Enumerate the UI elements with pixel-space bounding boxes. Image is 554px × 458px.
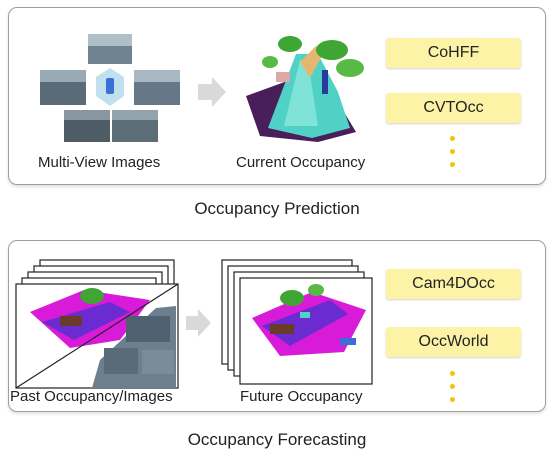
forecasting-caption: Occupancy Forecasting: [187, 430, 367, 449]
multi-view-images: [40, 34, 180, 142]
arrow-right-icon: [186, 309, 211, 337]
future-occupancy-label: Future Occupancy: [240, 388, 363, 405]
method-box-cam4docc: Cam4DOcc: [386, 269, 521, 299]
past-occupancy-label: Past Occupancy/Images: [10, 388, 173, 405]
arrow-right-icon: [198, 77, 226, 107]
diagonal-divider: [15, 283, 179, 389]
multi-view-images-label: Multi-View Images: [38, 154, 161, 171]
current-occupancy-scene: [246, 36, 364, 142]
more-methods-ellipsis: [450, 371, 455, 410]
current-occupancy-label: Current Occupancy: [236, 154, 366, 171]
past-occupancy-stack: [15, 259, 179, 389]
vegetation-cluster: [80, 288, 104, 304]
vegetation-cluster: [280, 290, 304, 306]
method-box-cohff: CoHFF: [386, 38, 521, 68]
method-box-occworld: OccWorld: [386, 327, 521, 357]
ego-vehicle-icon: [106, 78, 114, 94]
prediction-caption: Occupancy Prediction: [194, 199, 360, 218]
future-occupancy-stack: [221, 259, 373, 385]
method-box-cvtocc: CVTOcc: [386, 93, 521, 123]
vegetation-cluster: [278, 36, 302, 52]
more-methods-ellipsis: [450, 136, 455, 175]
